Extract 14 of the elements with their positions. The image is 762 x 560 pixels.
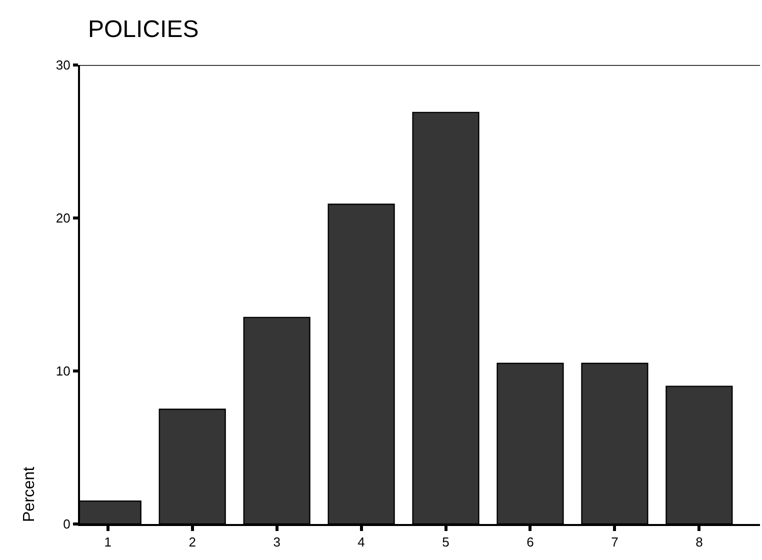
y-tick-label: 20 <box>56 210 70 226</box>
x-tick-label: 8 <box>696 534 703 550</box>
y-tick-label: 10 <box>56 364 70 379</box>
x-tick-label: 1 <box>104 534 112 550</box>
y-tick-label: 30 <box>56 58 70 73</box>
chart-title: POLICIES <box>88 16 199 43</box>
x-tick-label: 2 <box>188 534 196 550</box>
x-tick-label: 5 <box>442 534 450 550</box>
x-tick-label: 6 <box>526 534 534 550</box>
y-tick-label: 0 <box>63 516 70 532</box>
x-tick-label: 7 <box>611 534 618 550</box>
y-axis-title: Percent <box>21 466 38 522</box>
x-tick-label: 3 <box>273 534 280 550</box>
x-tick-label: 4 <box>358 534 365 550</box>
